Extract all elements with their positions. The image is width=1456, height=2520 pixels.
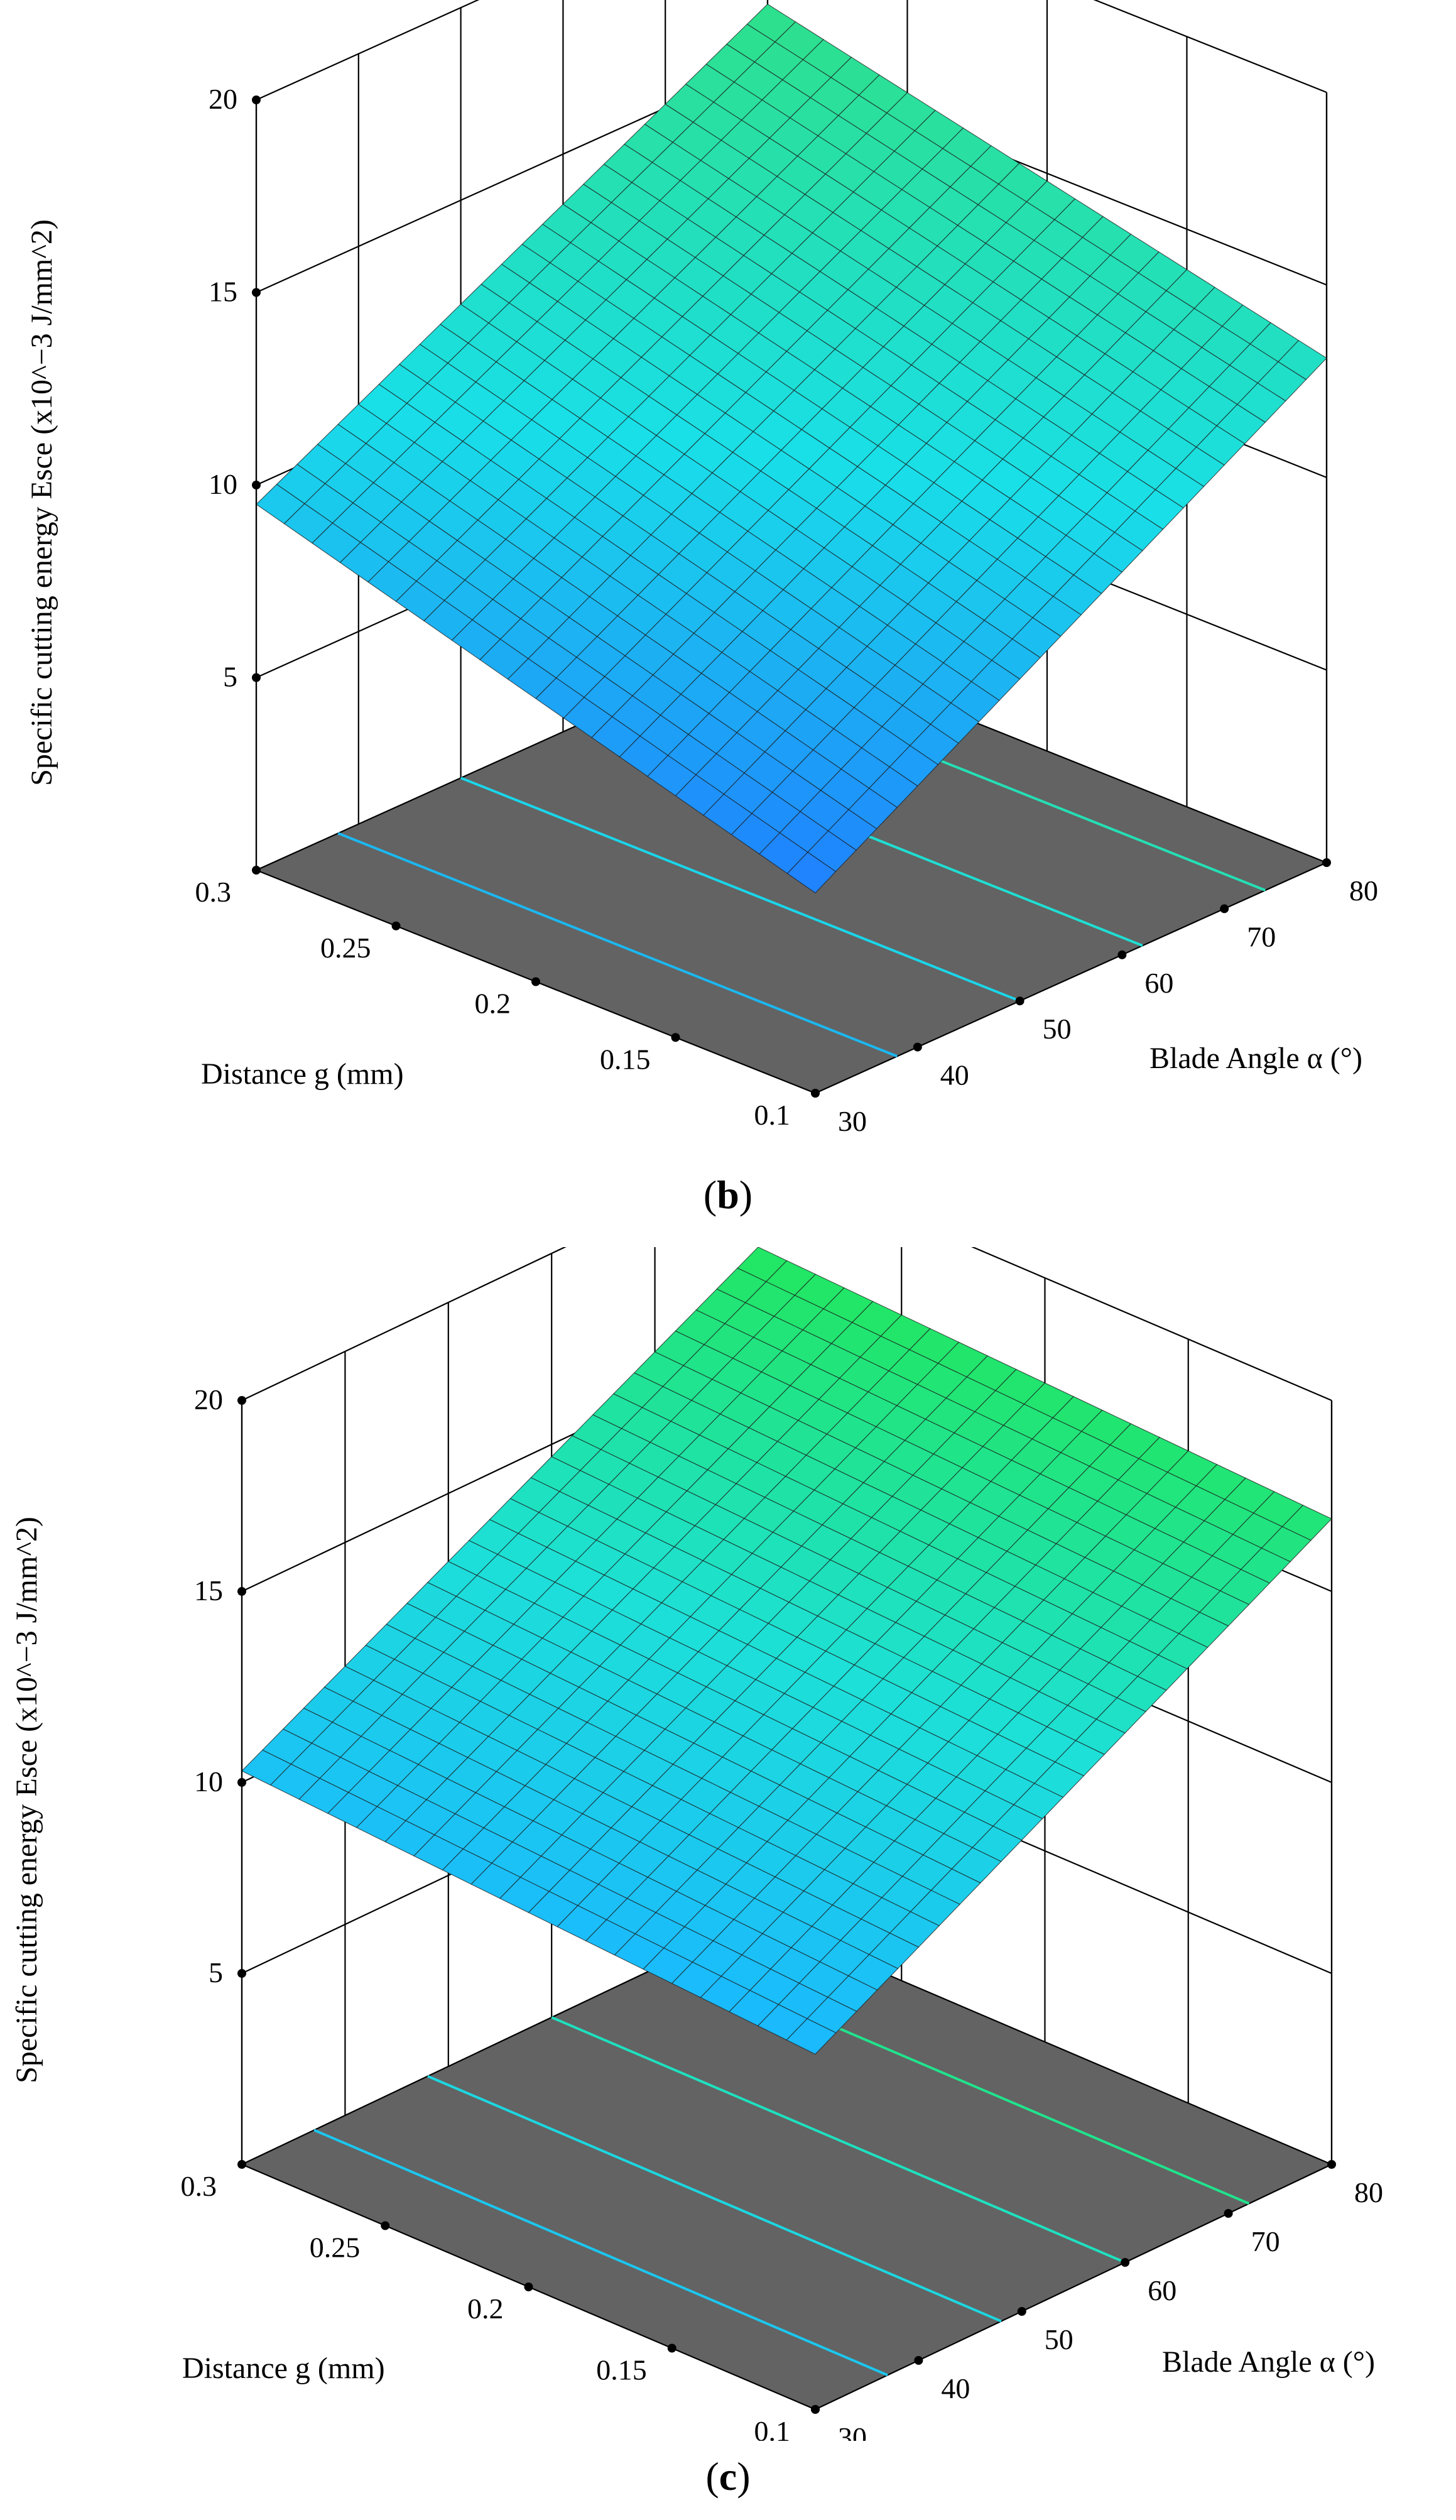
x-axis-label: Distance g (mm): [201, 1057, 404, 1091]
g-tick-mark: [667, 2343, 676, 2353]
contour-line: [460, 777, 1021, 1003]
z-axis-label: Specific cutting energy Esce (x10^−3 J/m…: [10, 1517, 43, 2083]
alpha-tick-mark: [811, 1089, 820, 1098]
caption-letter: b: [717, 1172, 739, 1217]
caption-b: (b): [0, 1172, 1456, 1218]
alpha-tick-mark: [1220, 904, 1229, 914]
alpha-tick-label: 50: [1043, 1013, 1072, 1045]
floor-c: [240, 1918, 1334, 2411]
contour-line: [313, 2129, 888, 2377]
surface-chart-c: 5 10 15 20 0.3 0.25 0.2 0.15 0.1 30 40 50 60 70 80 Spe…: [10, 1247, 1384, 2441]
z-tick-label: 5: [209, 1956, 223, 1988]
caption-letter: c: [719, 2454, 737, 2499]
g-tick-mark: [531, 977, 540, 986]
chart-panel-b: 5 10 15 20 0.3 0.25 0.2 0.15 0.1 30 40 50 60 70 80 Spe…: [0, 0, 1456, 1247]
alpha-tick-mark: [1117, 950, 1127, 959]
ticks-c: 5 10 15 20 0.3 0.25 0.2 0.15 0.1 30 40 50 60 70 80: [181, 1383, 1384, 2441]
alpha-tick-mark: [1015, 996, 1024, 1006]
g-tick-label: 0.1: [754, 1099, 791, 1131]
g-tick-label: 0.25: [320, 932, 371, 964]
x-axis-label: Distance g (mm): [182, 2352, 385, 2385]
g-tick-label: 0.3: [195, 876, 232, 908]
g-tick-mark: [671, 1033, 680, 1042]
z-tick-label: 20: [209, 83, 237, 115]
alpha-tick-label: 80: [1349, 875, 1378, 907]
g-tick-mark: [237, 2160, 246, 2169]
alpha-tick-mark: [1017, 2307, 1026, 2316]
wall-gridline: [241, 1247, 1332, 1402]
ticks-b: 5 10 15 20 0.3 0.25 0.2 0.15 0.1 30 40 50 60 70 80: [195, 83, 1379, 1137]
surface-b: [256, 3, 1327, 893]
z-tick-label: 10: [209, 468, 237, 500]
alpha-tick-label: 50: [1045, 2323, 1073, 2355]
caption-c: (c): [0, 2453, 1456, 2500]
alpha-tick-label: 40: [941, 2372, 970, 2404]
surface-chart-b: 5 10 15 20 0.3 0.25 0.2 0.15 0.1 30 40 50 60 70 80 Spe…: [25, 0, 1379, 1137]
z-tick-label: 15: [209, 276, 237, 308]
alpha-tick-mark: [913, 1042, 922, 1052]
contour-line: [551, 2016, 1126, 2264]
g-tick-mark: [381, 2221, 390, 2230]
alpha-tick-label: 60: [1148, 2274, 1176, 2306]
z-tick-label: 15: [194, 1574, 223, 1606]
contour-line: [427, 2075, 1002, 2323]
caption-paren-close: ): [739, 1172, 753, 1217]
wall-gridline: [256, 0, 1327, 101]
g-tick-mark: [391, 921, 401, 930]
alpha-tick-label: 40: [940, 1059, 969, 1091]
z-axis-label: Specific cutting energy Esce (x10^−3 J/m…: [25, 219, 58, 786]
alpha-tick-mark: [1224, 2209, 1233, 2218]
alpha-tick-mark: [1327, 2160, 1336, 2169]
g-tick-label: 0.3: [181, 2170, 217, 2202]
contour-line: [337, 832, 898, 1058]
alpha-tick-mark: [914, 2356, 923, 2365]
alpha-tick-label: 70: [1251, 2225, 1280, 2257]
g-tick-label: 0.1: [754, 2415, 791, 2441]
alpha-tick-label: 30: [838, 2421, 867, 2441]
y-axis-label: Blade Angle α (°): [1149, 1042, 1362, 1075]
alpha-tick-mark: [1121, 2258, 1130, 2267]
g-tick-label: 0.25: [310, 2232, 361, 2264]
caption-paren-close: ): [737, 2454, 751, 2499]
alpha-tick-label: 80: [1354, 2176, 1383, 2208]
alpha-tick-label: 60: [1144, 967, 1173, 999]
g-tick-label: 0.15: [600, 1043, 651, 1075]
alpha-tick-mark: [1322, 858, 1331, 867]
alpha-tick-label: 70: [1247, 920, 1276, 952]
alpha-tick-label: 30: [838, 1105, 867, 1137]
y-axis-label: Blade Angle α (°): [1162, 2345, 1375, 2379]
caption-paren-open: (: [705, 2454, 719, 2499]
z-tick-label: 20: [194, 1383, 223, 1415]
surface-cell: [1278, 340, 1327, 380]
z-tick-label: 5: [223, 661, 237, 693]
surface-cell: [1281, 1505, 1332, 1541]
g-tick-mark: [252, 866, 261, 875]
g-tick-label: 0.15: [596, 2354, 647, 2386]
g-tick-mark: [524, 2283, 533, 2291]
z-tick-label: 10: [194, 1765, 223, 1797]
alpha-tick-mark: [811, 2405, 820, 2414]
caption-paren-open: (: [703, 1172, 717, 1217]
surface-c: [241, 1247, 1332, 2055]
g-tick-label: 0.2: [475, 988, 511, 1020]
chart-panel-c: 5 10 15 20 0.3 0.25 0.2 0.15 0.1 30 40 50 60 70 80 Spe…: [0, 1247, 1456, 2520]
g-tick-label: 0.2: [467, 2293, 504, 2325]
